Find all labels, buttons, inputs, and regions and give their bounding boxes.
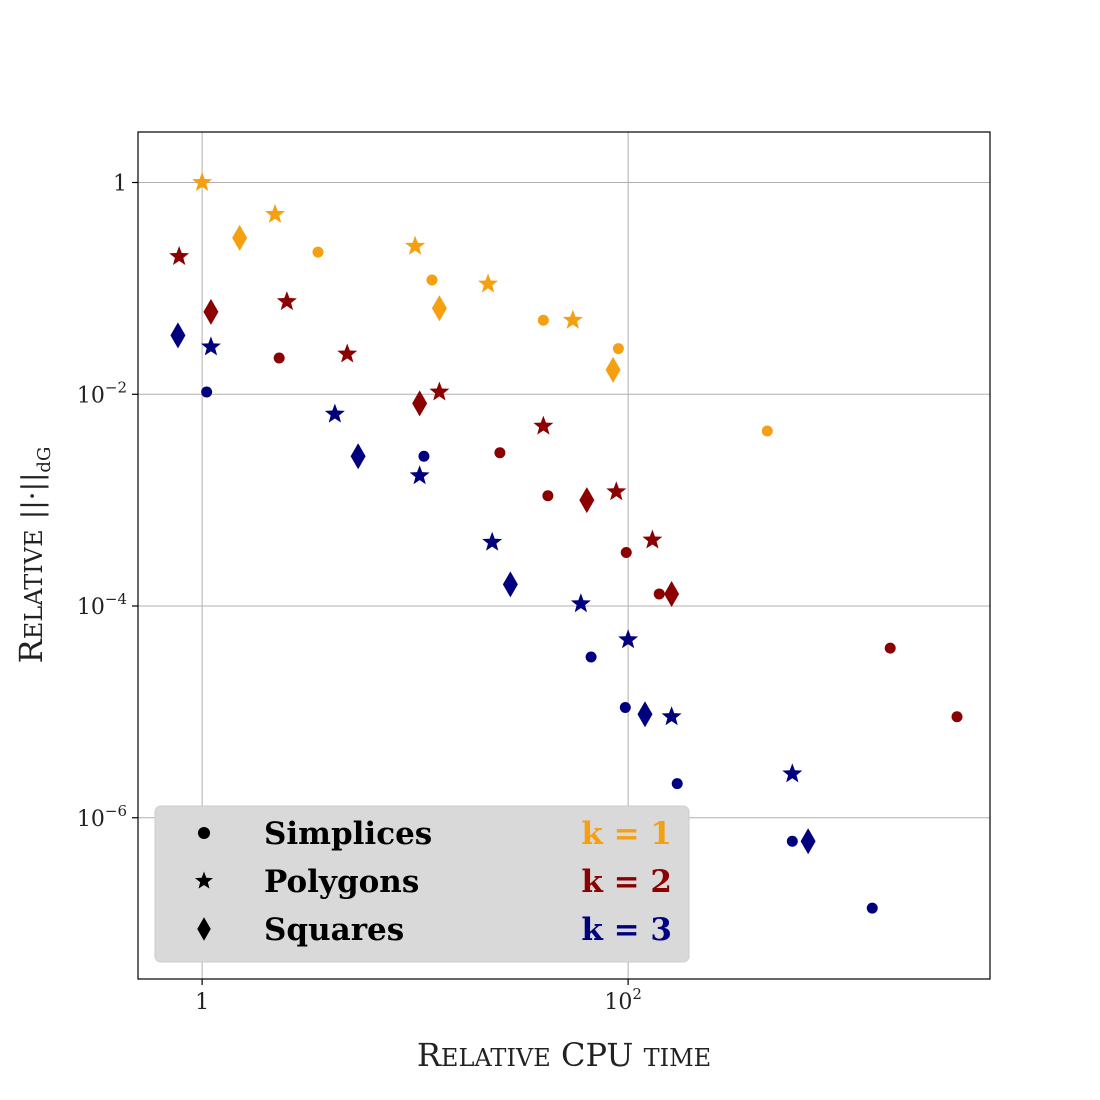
data-points xyxy=(169,172,963,914)
data-point xyxy=(761,425,773,437)
data-point xyxy=(866,902,878,914)
y-tick-label: 1 xyxy=(113,172,127,197)
data-point xyxy=(533,415,554,435)
data-point xyxy=(276,291,297,311)
data-point xyxy=(409,465,430,485)
legend-label-simplices: Simplices xyxy=(264,816,432,852)
series-star-k3 xyxy=(200,336,803,783)
data-point xyxy=(201,386,213,398)
legend: Simplices Polygons Squares k = 1 k = 2 k = 3 xyxy=(154,805,690,963)
series-diamond-k3 xyxy=(170,322,816,855)
data-point xyxy=(312,246,324,258)
data-point xyxy=(502,571,518,598)
series-diamond-k1 xyxy=(232,224,621,383)
data-point xyxy=(418,450,430,462)
y-tick-label: 10−2 xyxy=(77,378,127,408)
legend-marker-star xyxy=(195,871,213,889)
series-star-k1 xyxy=(192,172,583,329)
data-point xyxy=(671,778,683,790)
data-point xyxy=(265,203,286,223)
series-circle-k2 xyxy=(273,352,963,723)
legend-marker-circle xyxy=(197,826,211,840)
data-point xyxy=(606,481,627,501)
legend-label-squares: Squares xyxy=(264,912,404,948)
data-point xyxy=(494,447,506,459)
data-point xyxy=(786,835,798,847)
data-point xyxy=(884,642,896,654)
legend-label-polygons: Polygons xyxy=(264,864,419,900)
data-point xyxy=(637,701,653,728)
series-circle-k3 xyxy=(201,386,878,914)
data-point xyxy=(642,529,663,549)
x-tick-label: 1 xyxy=(195,990,209,1015)
data-point xyxy=(619,702,631,714)
legend-order-label: k = 3 xyxy=(581,912,672,948)
series-star-k2 xyxy=(169,246,663,549)
data-point xyxy=(661,706,682,726)
data-point xyxy=(232,224,248,251)
data-point xyxy=(203,298,219,325)
data-point xyxy=(412,390,428,417)
data-point xyxy=(273,352,285,364)
y-tick-label: 10−4 xyxy=(77,590,127,620)
data-point xyxy=(612,343,624,355)
data-point xyxy=(350,443,366,470)
data-point xyxy=(542,490,554,502)
axis-ticks: 1 102 1 10−2 10−4 10−6 xyxy=(77,172,642,1015)
data-point xyxy=(537,314,549,326)
data-point xyxy=(478,273,499,293)
data-point xyxy=(337,343,358,363)
legend-marker-diamond xyxy=(197,917,211,941)
data-point xyxy=(426,274,438,286)
data-point xyxy=(562,309,583,329)
legend-box xyxy=(154,805,690,963)
data-point xyxy=(429,381,450,401)
data-point xyxy=(585,651,597,663)
data-point xyxy=(800,828,816,855)
y-axis-title: RELATIVE ||·||dG xyxy=(12,447,55,664)
plot-frame xyxy=(137,131,991,980)
series-circle-k1 xyxy=(312,246,773,437)
data-point xyxy=(664,580,680,607)
y-tick-label: 10−6 xyxy=(77,802,127,832)
legend-order-label: k = 1 xyxy=(581,816,672,852)
data-point xyxy=(951,711,963,723)
data-point xyxy=(570,593,591,613)
x-tick-label: 102 xyxy=(604,985,642,1015)
data-point xyxy=(482,531,503,551)
data-point xyxy=(620,547,632,559)
data-point xyxy=(782,763,803,783)
data-point xyxy=(431,295,447,322)
data-point xyxy=(192,172,213,192)
data-point xyxy=(405,235,426,255)
data-point xyxy=(605,356,621,383)
data-point xyxy=(618,629,639,649)
data-point xyxy=(200,336,221,356)
data-point xyxy=(324,403,345,423)
series-diamond-k2 xyxy=(203,298,680,607)
data-point xyxy=(170,322,186,349)
x-axis-title: RELATIVE CPU TIME xyxy=(417,1036,711,1074)
data-point xyxy=(579,487,595,514)
data-point xyxy=(169,246,190,266)
data-point xyxy=(653,588,665,600)
legend-order-label: k = 2 xyxy=(581,864,672,900)
